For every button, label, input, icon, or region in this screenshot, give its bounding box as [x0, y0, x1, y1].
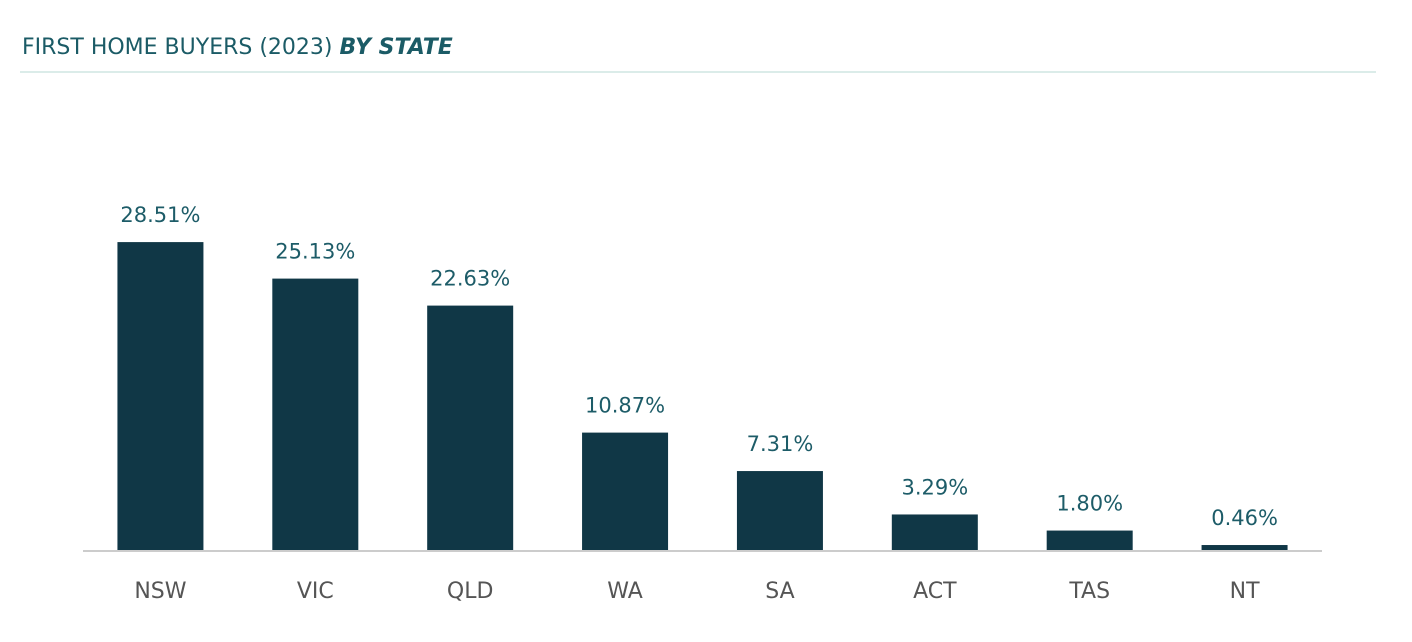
bar: [582, 432, 669, 550]
value-label: 1.80%: [1056, 492, 1123, 516]
bar: [117, 242, 204, 551]
value-label: 28.51%: [120, 203, 200, 227]
x-tick-label: VIC: [297, 579, 334, 604]
x-tick-label: QLD: [447, 579, 494, 604]
value-label: 7.31%: [747, 432, 814, 456]
value-label: 25.13%: [275, 240, 355, 264]
bar: [427, 305, 514, 550]
title-emphasis: BY STATE: [340, 35, 453, 60]
x-tick-label: WA: [607, 579, 643, 604]
title-main: FIRST HOME BUYERS (2023): [22, 35, 333, 60]
x-tick-label: NSW: [134, 579, 186, 604]
bar: [272, 278, 359, 550]
x-tick-label: TAS: [1068, 579, 1110, 604]
value-label: 0.46%: [1211, 506, 1278, 530]
bar: [1046, 530, 1133, 550]
value-label: 3.29%: [901, 475, 968, 499]
bar: [736, 471, 823, 550]
x-tick-label: ACT: [913, 579, 957, 604]
x-tick-label: SA: [765, 579, 794, 604]
value-label: 22.63%: [430, 267, 510, 291]
bar: [1201, 545, 1288, 550]
chart-title: FIRST HOME BUYERS (2023) BY STATE: [22, 35, 453, 60]
x-tick-label: NT: [1230, 579, 1260, 604]
bar: [891, 514, 978, 550]
value-label: 10.87%: [585, 394, 665, 418]
